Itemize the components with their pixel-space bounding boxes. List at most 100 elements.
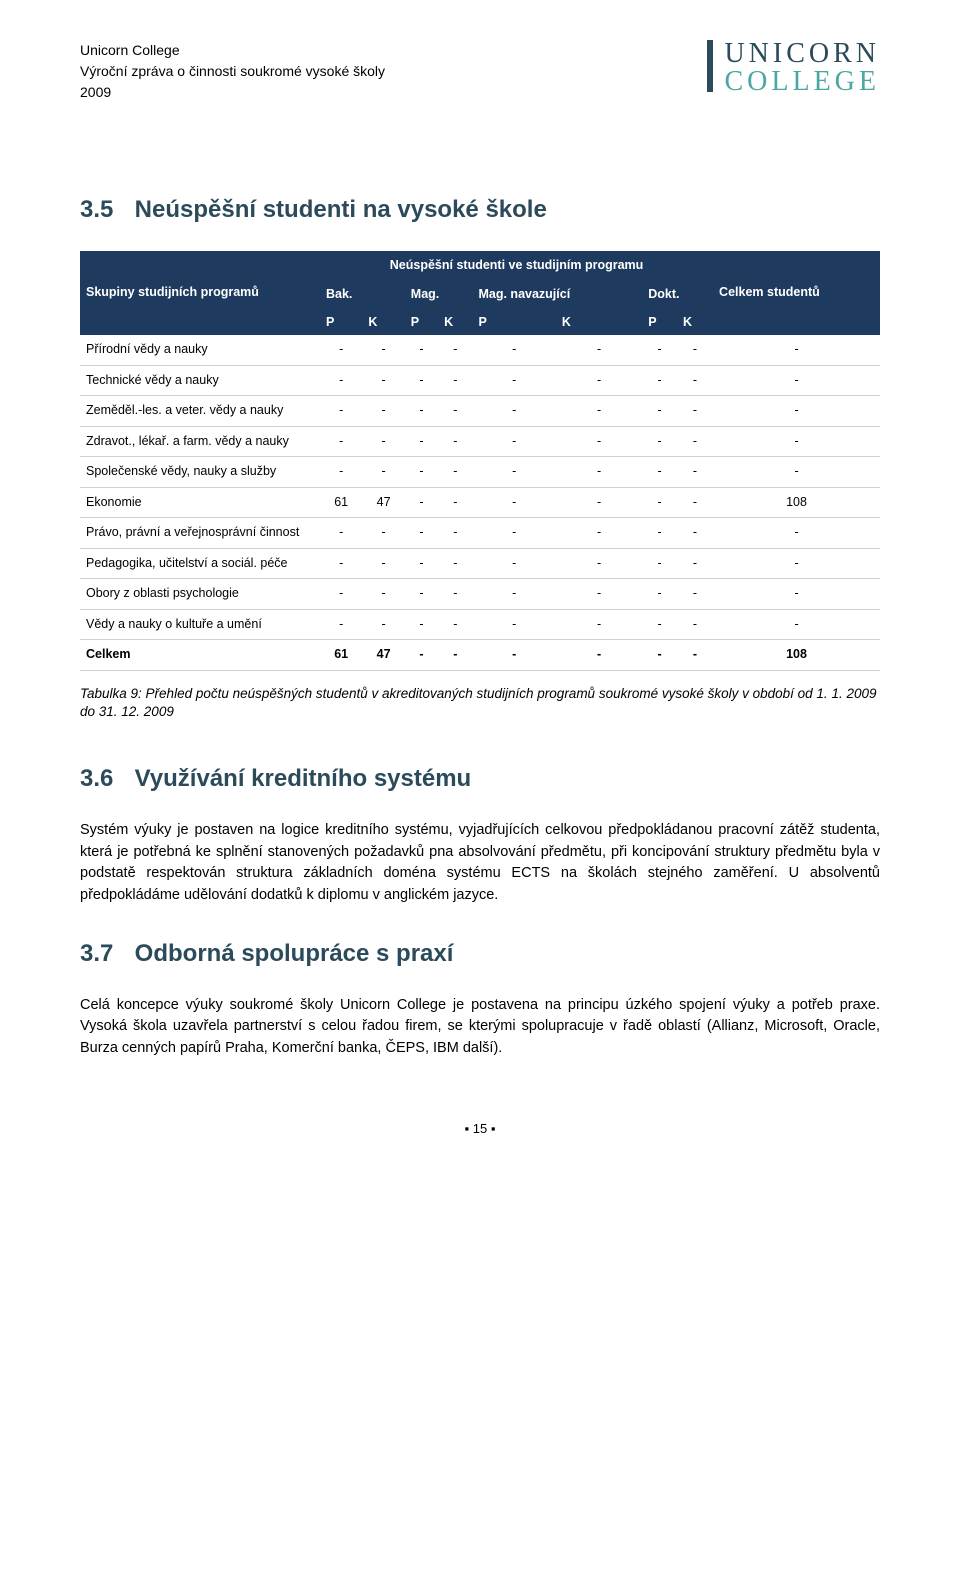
- row-label: Vědy a nauky o kultuře a umění: [80, 609, 320, 640]
- cell: -: [556, 609, 642, 640]
- cell: -: [472, 335, 555, 365]
- table-row: Právo, právní a veřejnosprávní činnost--…: [80, 518, 880, 549]
- header-text-block: Unicorn College Výroční zpráva o činnost…: [80, 40, 385, 103]
- cell: -: [677, 518, 713, 549]
- table-row: Zeměděl.-les. a veter. vědy a nauky-----…: [80, 396, 880, 427]
- cell: -: [713, 609, 880, 640]
- cell: 47: [362, 640, 404, 671]
- cell: -: [642, 487, 677, 518]
- cell: -: [642, 365, 677, 396]
- cell: -: [405, 487, 438, 518]
- th-subcol: P: [320, 310, 362, 336]
- unicorn-college-logo: UNICORN COLLEGE: [707, 40, 880, 96]
- cell: -: [556, 426, 642, 457]
- table-head: Skupiny studijních programů Neúspěšní st…: [80, 251, 880, 336]
- cell: -: [362, 457, 404, 488]
- cell: -: [642, 518, 677, 549]
- cell: -: [438, 335, 472, 365]
- table-body: Přírodní vědy a nauky---------Technické …: [80, 335, 880, 670]
- th-group-magn: Mag. navazující: [472, 280, 642, 310]
- cell: -: [556, 640, 642, 671]
- cell: -: [405, 396, 438, 427]
- cell: -: [713, 518, 880, 549]
- th-subcol: P: [405, 310, 438, 336]
- cell: -: [362, 335, 404, 365]
- th-subcol: K: [677, 310, 713, 336]
- cell: -: [677, 457, 713, 488]
- header-line-1: Unicorn College: [80, 40, 385, 61]
- cell: 61: [320, 487, 362, 518]
- table-row: Zdravot., lékař. a farm. vědy a nauky---…: [80, 426, 880, 457]
- cell: -: [556, 487, 642, 518]
- logo-word-college: COLLEGE: [724, 68, 880, 96]
- section-3-7-heading: 3.7 Odborná spolupráce s praxí: [80, 937, 880, 971]
- table-row: Ekonomie6147------108: [80, 487, 880, 518]
- students-table: Skupiny studijních programů Neúspěšní st…: [80, 251, 880, 671]
- section-3-6-num: 3.6: [80, 762, 128, 796]
- th-subcol: P: [642, 310, 677, 336]
- section-3-7-num: 3.7: [80, 937, 128, 971]
- table-row: Přírodní vědy a nauky---------: [80, 335, 880, 365]
- cell: -: [438, 365, 472, 396]
- cell: -: [713, 548, 880, 579]
- cell: -: [472, 457, 555, 488]
- cell: -: [713, 579, 880, 610]
- cell: -: [320, 335, 362, 365]
- cell: -: [472, 640, 555, 671]
- cell: -: [438, 609, 472, 640]
- logo-word-unicorn: UNICORN: [724, 40, 880, 68]
- cell: 61: [320, 640, 362, 671]
- cell: -: [438, 518, 472, 549]
- cell: -: [677, 487, 713, 518]
- header-line-2: Výroční zpráva o činnosti soukromé vysok…: [80, 61, 385, 82]
- cell: -: [405, 457, 438, 488]
- row-label: Zdravot., lékař. a farm. vědy a nauky: [80, 426, 320, 457]
- cell: -: [320, 579, 362, 610]
- cell: -: [320, 457, 362, 488]
- cell: -: [713, 365, 880, 396]
- section-3-6-body: Systém výuky je postaven na logice kredi…: [80, 820, 880, 907]
- cell: -: [405, 609, 438, 640]
- th-corner: Skupiny studijních programů: [80, 251, 320, 336]
- cell: -: [556, 579, 642, 610]
- cell: -: [362, 396, 404, 427]
- cell: -: [438, 396, 472, 427]
- row-label: Právo, právní a veřejnosprávní činnost: [80, 518, 320, 549]
- cell: -: [320, 548, 362, 579]
- bullet-icon: ▪: [465, 1121, 470, 1136]
- cell: -: [405, 365, 438, 396]
- cell: -: [642, 640, 677, 671]
- cell: -: [472, 518, 555, 549]
- cell: -: [642, 335, 677, 365]
- cell: -: [438, 426, 472, 457]
- cell: -: [556, 518, 642, 549]
- cell: -: [405, 579, 438, 610]
- section-3-5-num: 3.5: [80, 193, 128, 227]
- row-label: Přírodní vědy a nauky: [80, 335, 320, 365]
- row-label: Obory z oblasti psychologie: [80, 579, 320, 610]
- cell: -: [438, 457, 472, 488]
- cell: -: [320, 609, 362, 640]
- cell: -: [438, 548, 472, 579]
- header-line-3: 2009: [80, 82, 385, 103]
- cell: -: [362, 548, 404, 579]
- cell: -: [677, 548, 713, 579]
- cell: -: [438, 487, 472, 518]
- section-3-7-body: Celá koncepce výuky soukromé školy Unico…: [80, 995, 880, 1060]
- th-subcol: K: [362, 310, 404, 336]
- cell: -: [362, 609, 404, 640]
- cell: -: [472, 396, 555, 427]
- row-label: Zeměděl.-les. a veter. vědy a nauky: [80, 396, 320, 427]
- cell: -: [677, 640, 713, 671]
- cell: 108: [713, 640, 880, 671]
- cell: -: [642, 457, 677, 488]
- cell: -: [405, 335, 438, 365]
- cell: -: [405, 426, 438, 457]
- table-row: Obory z oblasti psychologie---------: [80, 579, 880, 610]
- cell: -: [472, 579, 555, 610]
- section-3-6-heading: 3.6 Využívání kreditního systému: [80, 762, 880, 796]
- cell: -: [713, 426, 880, 457]
- th-group-mag: Mag.: [405, 280, 473, 310]
- row-label: Celkem: [80, 640, 320, 671]
- table-row: Pedagogika, učitelství a sociál. péče---…: [80, 548, 880, 579]
